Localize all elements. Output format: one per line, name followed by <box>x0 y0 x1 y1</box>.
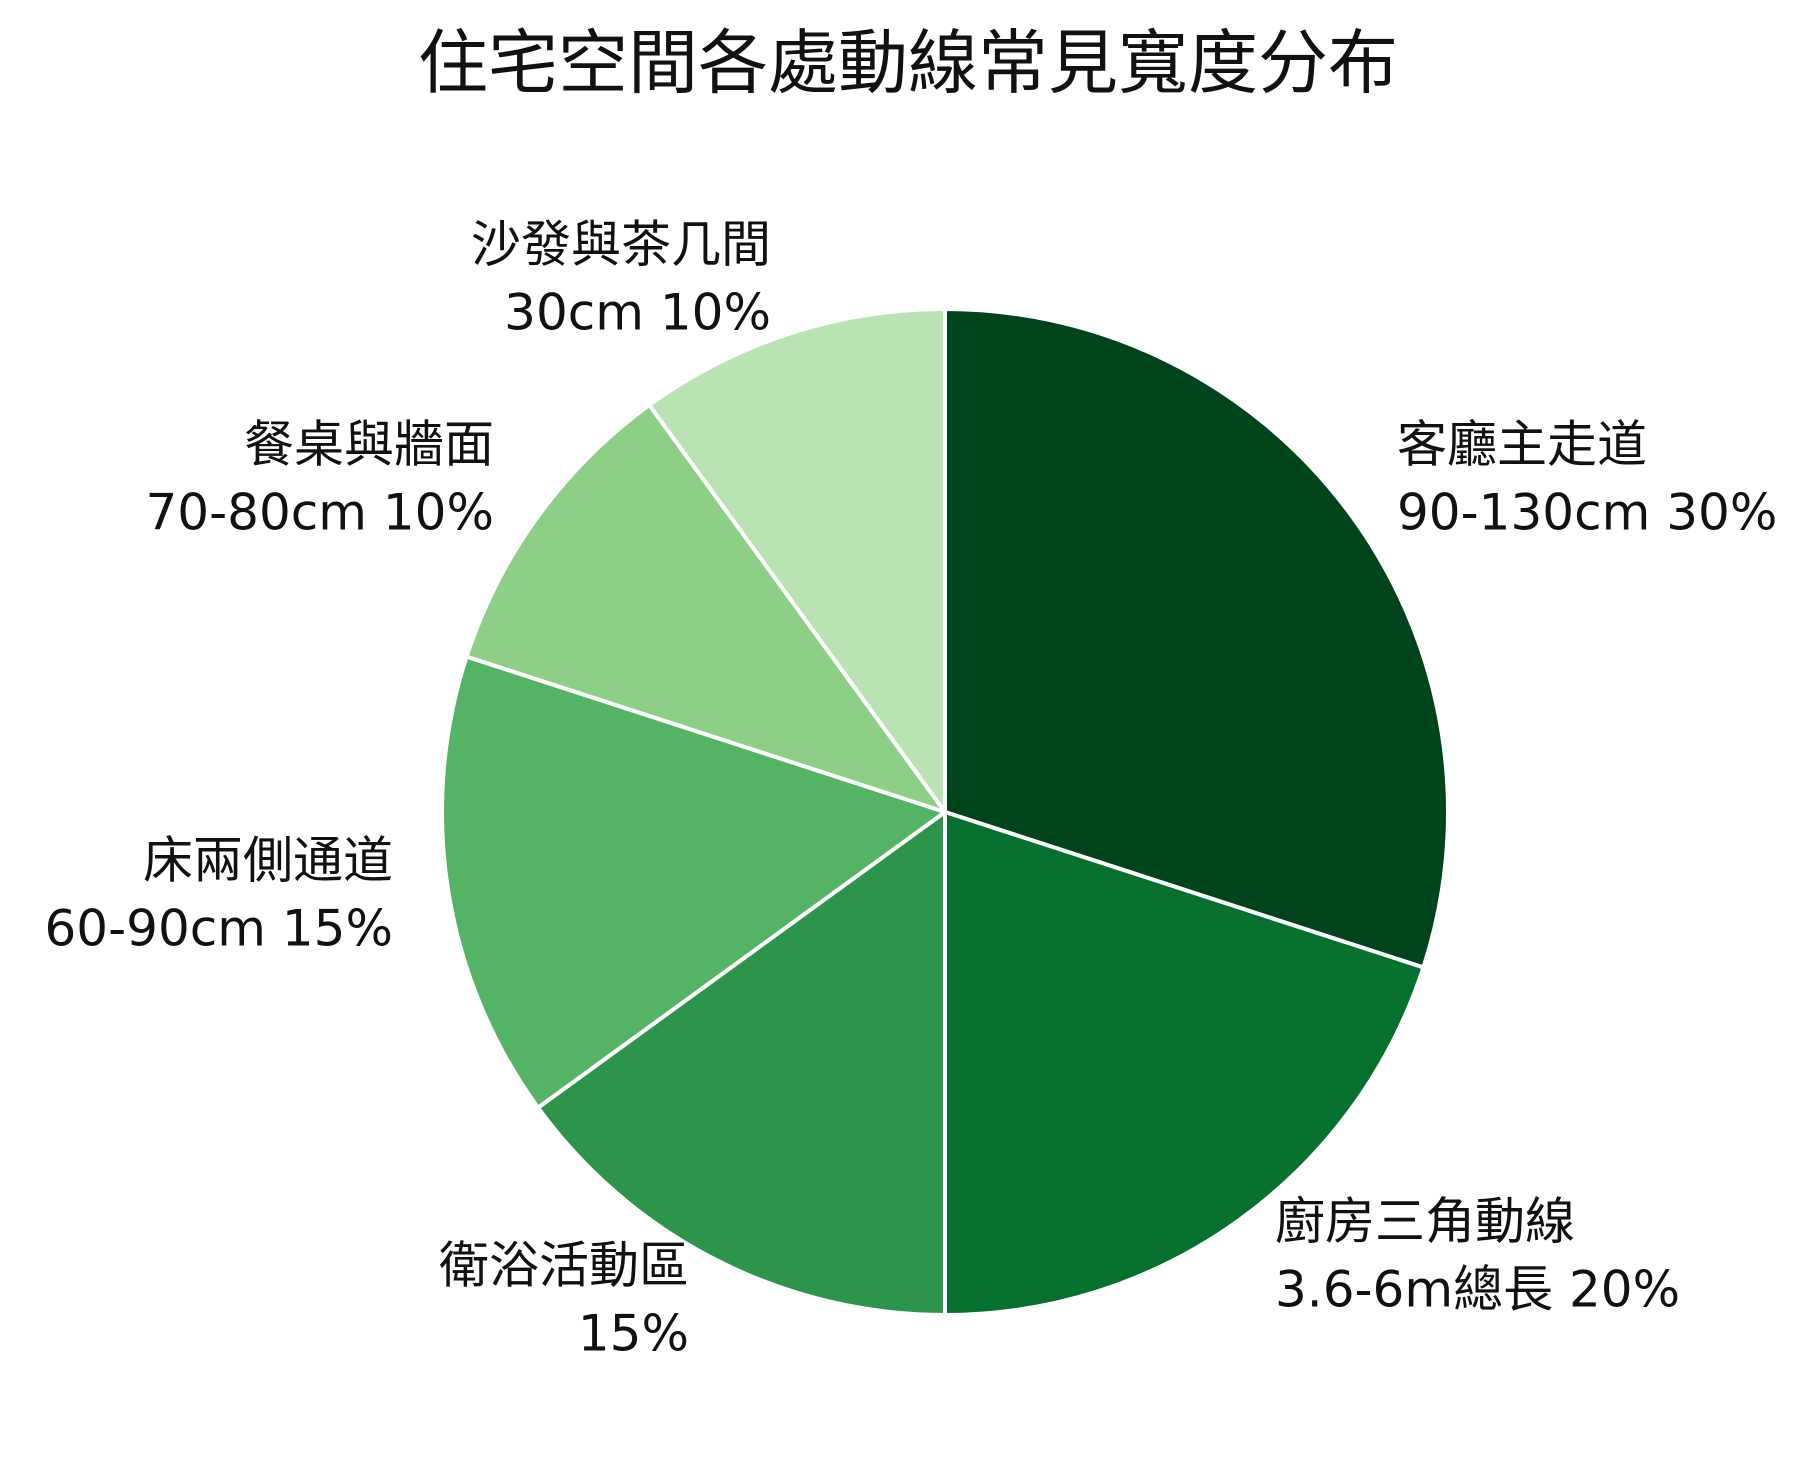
slice-label: 衛浴活動區 <box>439 1237 689 1295</box>
pie-slice <box>535 808 947 1318</box>
slice-label: 客廳主走道 <box>1397 416 1647 474</box>
slice-label: 廚房三角動線 <box>1275 1193 1575 1251</box>
value-label: 70-80cm 10% <box>145 484 494 542</box>
slice-label: 沙發與茶几間 <box>471 216 771 274</box>
value-label: 90-130cm 30% <box>1397 484 1777 542</box>
value-label: 3.6-6m總長 20% <box>1275 1261 1680 1319</box>
chart-title: 住宅空間各處動線常見寬度分布 <box>418 22 1398 104</box>
pie-slice <box>440 654 950 1111</box>
pie-slice <box>943 809 1426 1318</box>
value-label: 15% <box>578 1305 689 1363</box>
value-label: 30cm 10% <box>504 284 771 342</box>
pie-slice <box>646 306 947 819</box>
slice-label: 床兩側通道 <box>143 832 393 890</box>
slice-label: 餐桌與牆面 <box>244 416 494 474</box>
pie-slice <box>464 402 951 816</box>
pie-slice <box>943 306 1450 970</box>
value-label: 60-90cm 15% <box>44 900 393 958</box>
